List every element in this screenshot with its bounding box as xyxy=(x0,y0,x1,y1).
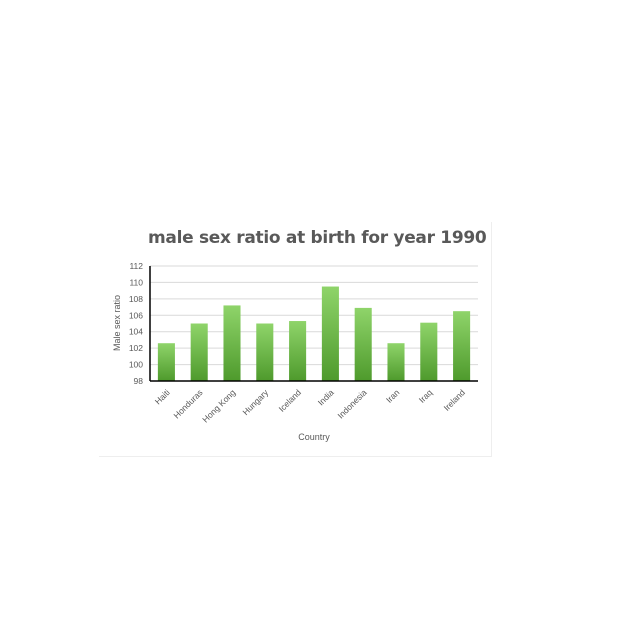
y-tick-label: 108 xyxy=(129,294,143,304)
bar-honduras xyxy=(190,323,208,381)
y-tick-label: 100 xyxy=(129,360,143,370)
y-tick-label: 106 xyxy=(129,310,143,320)
bar-haiti xyxy=(157,343,175,381)
y-tick-label: 104 xyxy=(129,327,143,337)
x-tick-label: Hong Kong xyxy=(200,387,237,424)
x-tick-label: Iceland xyxy=(277,387,304,414)
x-tick-label: Iran xyxy=(384,387,402,405)
bar-indonesia xyxy=(354,307,372,381)
x-tick-label: Honduras xyxy=(171,387,204,420)
y-tick-label: 112 xyxy=(129,261,143,271)
bar-hong-kong xyxy=(223,305,241,381)
x-tick-label: Iraq xyxy=(417,387,435,405)
y-tick-labels: 98 100 102 104 106 108 110 112 xyxy=(129,261,143,386)
axes xyxy=(149,266,478,382)
bar-hungary xyxy=(256,323,274,381)
y-axis-title: Male sex ratio xyxy=(112,295,122,351)
y-tick-label: 102 xyxy=(129,343,143,353)
bar-iraq xyxy=(420,322,438,381)
x-tick-label: Indonesia xyxy=(335,387,368,420)
x-tick-label: Hungary xyxy=(240,387,270,417)
x-axis-title: Country xyxy=(298,432,330,442)
x-tick-label: India xyxy=(316,387,336,407)
chart-title: male sex ratio at birth for year 1990 xyxy=(148,228,487,248)
y-tick-label: 110 xyxy=(129,277,143,287)
bars xyxy=(157,286,471,381)
y-tick-label: 98 xyxy=(134,376,144,386)
bar-iceland xyxy=(289,321,307,381)
bar-india xyxy=(321,286,339,381)
x-tick-label: Ireland xyxy=(442,387,468,413)
bar-ireland xyxy=(453,311,471,381)
x-tick-label: Haiti xyxy=(153,387,172,406)
bar-iran xyxy=(387,343,405,381)
